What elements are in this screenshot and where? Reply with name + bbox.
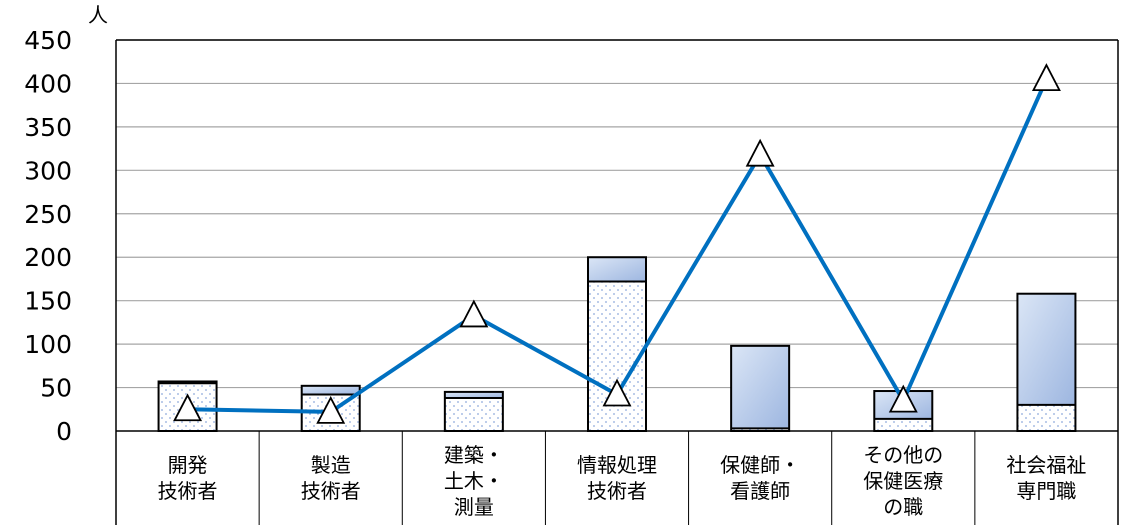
bar-segment-gradient [731,345,790,429]
triangle-marker [173,393,203,422]
triangle-marker [316,395,346,424]
triangle-marker [745,138,775,167]
y-tick-labels: 0 50 100 150 200 250 300 350 400 450 [24,26,72,446]
bar-segment-dotted [588,281,646,431]
category-label: その他の [863,443,943,467]
y-tick-label: 350 [24,113,72,142]
y-tick-label: 400 [24,69,72,98]
category-label: 保健師・ [720,453,800,477]
category-label: 建築・ [444,443,504,467]
axes [115,39,1119,525]
triangle-marker [459,299,489,328]
category-label: 専門職 [1016,479,1076,503]
bar-segment-dotted [1017,404,1076,431]
triangle-marker [1031,63,1061,91]
y-tick-label: 100 [24,330,72,359]
y-tick-label: 200 [24,243,72,272]
bar-segment-gradient [301,385,360,395]
category-label: 技術者 [158,479,218,503]
y-tick-label: 150 [24,287,72,316]
bar-segment-dotted [731,428,790,431]
bar-segment-gradient [444,391,503,398]
category-label: 開発 [168,453,208,477]
bar-segment-gradient [1017,293,1076,405]
category-label: 製造 [311,453,351,477]
category-label: 土木・ [444,469,504,493]
y-tick-label: 0 [56,417,72,446]
category-label: 保健医療 [863,469,943,493]
bar-segment-dotted [874,418,933,431]
y-tick-label: 450 [24,26,72,55]
category-label: 技術者 [301,479,361,503]
category-label: 情報処理 [577,453,657,477]
category-label: 測量 [454,495,494,519]
category-label: 技術者 [587,479,647,503]
y-tick-label: 50 [40,374,72,403]
category-label: の職 [883,495,923,519]
y-tick-label: 300 [24,156,72,185]
triangle-marker [888,384,918,413]
y-unit-label: 人 [88,3,108,27]
triangle-marker [602,378,632,407]
category-label: 社会福祉 [1006,453,1086,477]
y-tick-label: 250 [24,200,72,229]
category-label: 看護師 [730,479,790,503]
bars [157,256,1077,432]
bar-segment-gradient [588,257,646,282]
line-series [173,63,1061,424]
category-labels: 開発技術者製造技術者建築・土木・測量情報処理技術者保健師・看護師その他の保健医療… [158,443,1087,519]
bar-segment-dotted [444,397,503,431]
